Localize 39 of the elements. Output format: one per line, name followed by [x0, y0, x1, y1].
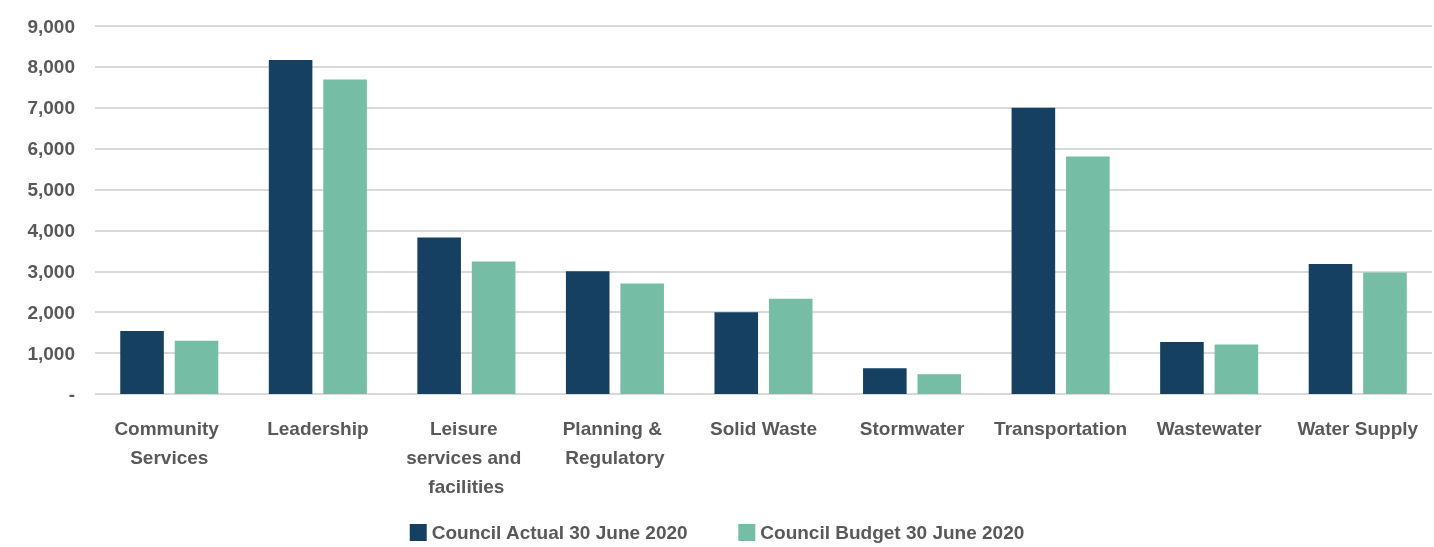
bar — [1011, 107, 1056, 394]
bar — [714, 312, 759, 394]
x-tick-label: Stormwater — [859, 418, 965, 439]
y-tick-label: 1,000 — [27, 342, 75, 364]
bar — [120, 331, 164, 394]
y-tick-label: 2,000 — [27, 301, 75, 323]
bar — [174, 340, 219, 394]
x-tick-label: Wastewater — [1156, 418, 1263, 439]
bar — [620, 283, 664, 394]
bar — [323, 79, 367, 394]
bar — [1066, 156, 1110, 394]
bar — [1214, 344, 1259, 394]
y-tick-label: 8,000 — [27, 56, 75, 78]
y-tick-label: 3,000 — [27, 260, 75, 282]
bar — [917, 374, 962, 394]
y-tick-label: 6,000 — [27, 138, 75, 160]
x-tick-label: Water Supply — [1297, 418, 1419, 439]
bar — [1308, 263, 1353, 394]
y-tick-label: 9,000 — [27, 15, 75, 37]
bar — [417, 237, 461, 394]
bar — [1160, 342, 1204, 394]
x-tick-label: Solid Waste — [710, 418, 817, 439]
bar — [268, 59, 313, 394]
x-tick-label: Planning & Regulatory — [562, 418, 668, 468]
bar — [1363, 272, 1407, 394]
x-tick-label: Leadership — [267, 418, 369, 439]
y-tick-label: 5,000 — [27, 179, 75, 201]
legend-label: Council Actual 30 June 2020 — [431, 522, 688, 543]
x-tick-label: Community Services — [114, 418, 225, 468]
bar — [471, 261, 516, 394]
bar — [768, 298, 813, 394]
legend-label: Council Budget 30 June 2020 — [760, 522, 1025, 543]
y-tick-label: 4,000 — [27, 219, 75, 241]
x-tick-label: Leisure services and facilities — [406, 418, 527, 497]
y-tick-label: - — [68, 383, 75, 405]
y-tick-label: 7,000 — [27, 97, 75, 119]
bar — [863, 368, 907, 394]
bar — [565, 271, 610, 394]
x-tick-label: Transportation — [994, 418, 1128, 439]
